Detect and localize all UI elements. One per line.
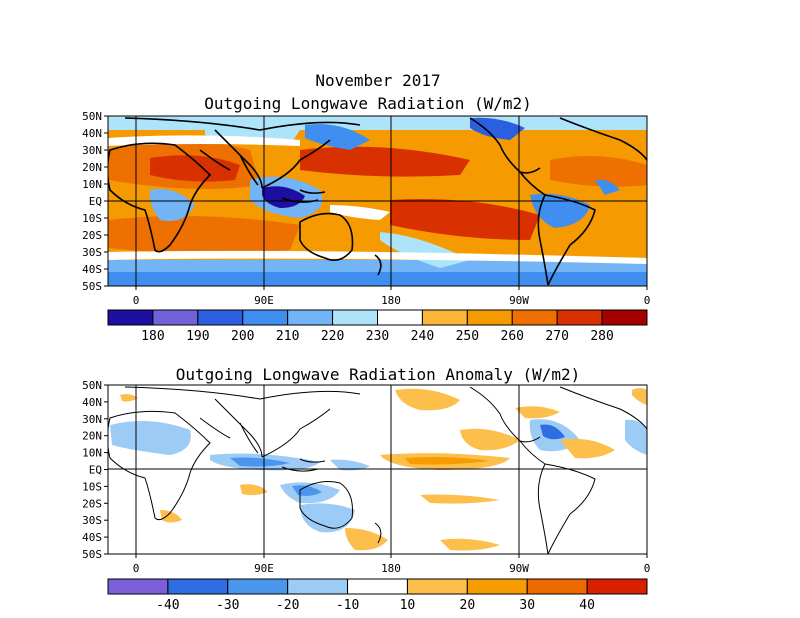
anomaly-colorbar-swatch: [406, 578, 468, 595]
olr-colorbar-swatch: [466, 309, 513, 326]
anomaly-colorbar-swatch: [466, 578, 528, 595]
olr-colorbar-label: 220: [321, 329, 344, 344]
anomaly-lat-labels: 50N 40N 30N 20N 10N EQ 10S 20S 30S 40S 50S: [82, 379, 108, 561]
anomaly-colorbar-label: 10: [400, 598, 416, 613]
olr-lon-label: 180: [381, 294, 401, 307]
olr-colorbar-label: 260: [501, 329, 524, 344]
anomaly-lat-label: 30N: [82, 413, 102, 426]
anomaly-lon-label: 90E: [254, 562, 274, 575]
olr-colorbar-swatch: [377, 309, 423, 326]
anomaly-lat-label: 20S: [82, 497, 102, 510]
olr-colorbar-swatch: [287, 309, 334, 326]
olr-colorbar-swatch: [197, 309, 244, 326]
anomaly-colorbar-swatch: [347, 578, 408, 595]
olr-lat-label: 20S: [82, 229, 102, 242]
anomaly-colorbar-label: 30: [519, 598, 535, 613]
olr-colorbar-swatch: [511, 309, 558, 326]
olr-map: [108, 116, 647, 286]
olr-lon-label: 90W: [509, 294, 529, 307]
anomaly-lat-label: EQ: [89, 464, 102, 477]
anomaly-map: [108, 385, 647, 554]
olr-lat-labels: 50N 40N 30N 20N 10N EQ 10S 20S 30S 40S 50S: [82, 110, 108, 293]
anomaly-colorbar-swatch: [227, 578, 289, 595]
olr-lon-label: 90E: [254, 294, 274, 307]
anomaly-colorbar: -40 -30 -20 -10 10 20 30 40: [107, 578, 648, 613]
anomaly-colorbar-swatch: [107, 578, 169, 595]
olr-lat-label: 50S: [82, 280, 102, 293]
anomaly-lat-label: 40N: [82, 396, 102, 409]
anomaly-lon-labels: 0 90E 180 90W 0: [133, 554, 651, 575]
olr-colorbar-label: 280: [590, 329, 613, 344]
anomaly-colorbar-swatch: [526, 578, 588, 595]
olr-lon-label: 0: [644, 294, 651, 307]
anomaly-colorbar-label: -40: [156, 598, 179, 613]
olr-colorbar: 180 190 200 210 220 230 240 250 260 270 280: [107, 309, 648, 344]
olr-colorbar-label: 230: [366, 329, 389, 344]
month-title: November 2017: [315, 71, 440, 90]
anomaly-colorbar-swatch: [167, 578, 229, 595]
olr-lat-label: 50N: [82, 110, 102, 123]
olr-colorbar-swatch: [556, 309, 603, 326]
olr-lat-label: 20N: [82, 161, 102, 174]
olr-colorbar-swatch: [152, 309, 199, 326]
olr-lat-label: 40S: [82, 263, 102, 276]
olr-colorbar-label: 240: [411, 329, 434, 344]
anomaly-colorbar-swatch: [586, 578, 648, 595]
olr-lat-label: 40N: [82, 127, 102, 140]
anomaly-colorbar-label: -30: [216, 598, 239, 613]
anomaly-lon-label: 180: [381, 562, 401, 575]
olr-colorbar-swatch: [332, 309, 379, 326]
anomaly-lon-label: 90W: [509, 562, 529, 575]
olr-colorbar-swatch: [107, 309, 154, 326]
olr-colorbar-swatch: [601, 309, 648, 326]
olr-lat-label: 10N: [82, 178, 102, 191]
bottom-map-title: Outgoing Longwave Radiation Anomaly (W/m…: [176, 365, 581, 384]
anomaly-lon-label: 0: [133, 562, 140, 575]
olr-colorbar-label: 180: [141, 329, 164, 344]
olr-lat-label: EQ: [89, 195, 102, 208]
anomaly-lat-label: 40S: [82, 531, 102, 544]
anomaly-lat-label: 10S: [82, 480, 102, 493]
anomaly-lon-label: 0: [644, 562, 651, 575]
anomaly-lat-label: 50N: [82, 379, 102, 392]
olr-colorbar-label: 190: [186, 329, 209, 344]
top-map-title: Outgoing Longwave Radiation (W/m2): [204, 94, 532, 113]
anomaly-colorbar-label: 20: [460, 598, 476, 613]
anomaly-colorbar-label: -10: [336, 598, 359, 613]
anomaly-lat-label: 50S: [82, 548, 102, 561]
anomaly-colorbar-label: -20: [276, 598, 299, 613]
olr-colorbar-label: 270: [545, 329, 568, 344]
anomaly-lat-label: 30S: [82, 514, 102, 527]
anomaly-colorbar-label: 40: [579, 598, 595, 613]
anomaly-lat-label: 20N: [82, 430, 102, 443]
olr-colorbar-label: 250: [456, 329, 479, 344]
anomaly-lat-label: 10N: [82, 447, 102, 460]
olr-colorbar-swatch: [242, 309, 289, 326]
olr-colorbar-swatch: [421, 309, 468, 326]
olr-lat-label: 10S: [82, 212, 102, 225]
olr-colorbar-label: 200: [231, 329, 254, 344]
olr-colorbar-label: 210: [276, 329, 299, 344]
anomaly-colorbar-swatch: [287, 578, 349, 595]
olr-lat-label: 30N: [82, 144, 102, 157]
olr-lat-label: 30S: [82, 246, 102, 259]
olr-lon-label: 0: [133, 294, 140, 307]
olr-lon-labels: 0 90E 180 90W 0: [133, 286, 651, 307]
